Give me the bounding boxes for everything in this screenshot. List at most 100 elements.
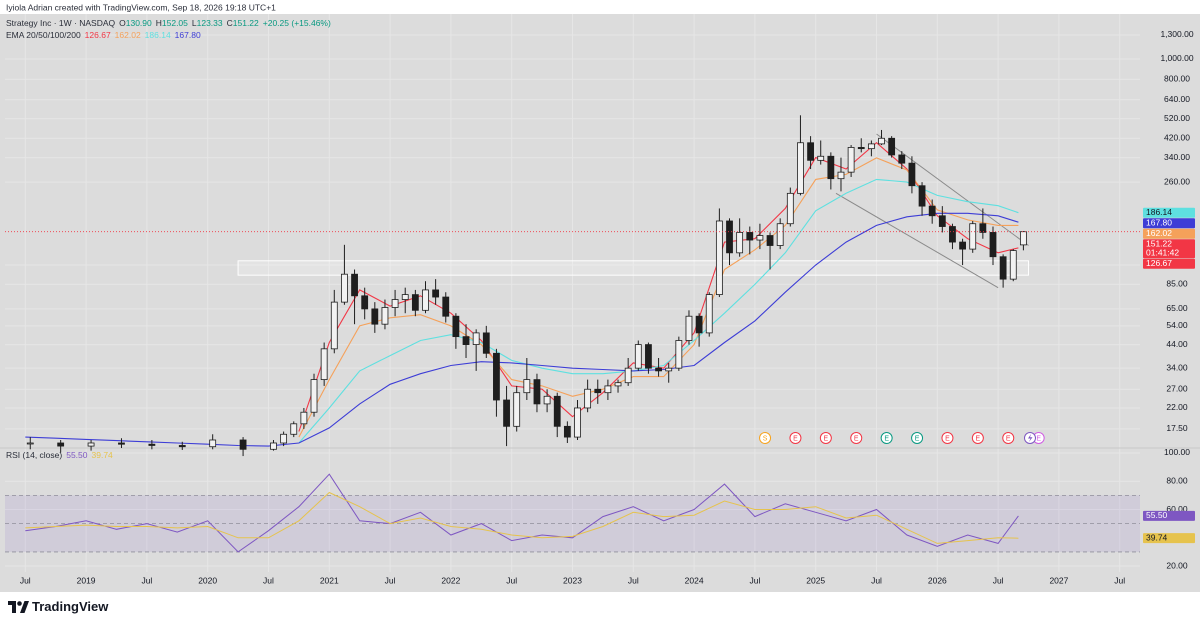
price-badge [1143,207,1195,218]
price-zone [237,260,1030,276]
candle-body [290,423,298,435]
candle-body [655,367,662,372]
price-badge-label: 162.02 [1146,228,1172,238]
x-tick-label: 2023 [563,575,582,585]
candle-body [330,301,338,350]
icon-bolt [1028,434,1033,442]
y-tick-label: 420.00 [1164,133,1190,143]
candle-body [898,154,906,164]
candle-body [563,425,571,438]
candle-body [503,399,510,427]
y-tick-label: 65.00 [1166,303,1188,313]
candle-body [969,223,977,250]
rsi-tick-label: 60.00 [1166,504,1188,514]
y-tick-label: 54.00 [1166,320,1188,330]
event-label: E [884,435,889,442]
candle-body [645,344,652,369]
symbol-legend: Strategy Inc · 1W · NASDAQ O130.90 H152.05… [6,18,331,28]
ohlc-key: C [227,18,233,28]
candle-body [300,411,308,425]
candle-body [401,294,409,300]
ohlc-value: 123.33 [197,18,223,28]
candle-body [594,388,602,394]
price-badge [1143,239,1195,259]
candle-body [57,442,65,447]
candle-body [989,232,997,258]
candle-body [118,442,125,445]
candle-body [361,295,369,310]
price-badge-label: 186.14 [1146,207,1172,217]
candle-body [726,220,733,254]
x-tick-label: Jul [1114,575,1125,585]
candle-body [665,367,673,372]
candle-body [148,443,156,446]
rsi-value: 55.50 [66,450,88,460]
candle-body [452,315,460,338]
price-badge [1143,218,1195,229]
event-marker [819,432,832,444]
candle-body [310,379,318,413]
event-marker [789,432,802,444]
candle-body [685,315,693,341]
event-label: S [763,435,768,442]
candle-body [411,294,419,311]
ohlc-key: L [192,18,197,28]
x-tick-label: 2020 [198,575,217,585]
event-marker [880,432,893,444]
candle-body [807,142,814,161]
event-label: E [915,435,920,442]
x-tick-label: Jul [993,575,1004,585]
candle-body [878,137,885,145]
rsi-tick-label: 100.00 [1164,447,1190,457]
candle-body [351,273,358,297]
ema-legend: EMA 20/50/100/200 126.67 162.02 186.14 167.8… [6,30,201,40]
ema-title: EMA 20/50/100/200 [6,30,81,40]
x-tick-label: 2025 [806,575,825,585]
candle-body [949,226,956,243]
candle-body [837,171,845,180]
candle-body [87,442,95,447]
event-marker [1002,432,1015,444]
candle-body [604,385,612,394]
candle-body [705,294,713,334]
candle-body [543,395,551,405]
event-label: E [1036,435,1041,442]
candle-body [786,192,794,225]
rsi-badge [1143,510,1195,521]
rsi-badge-label: 55.50 [1146,510,1168,520]
candle-body [766,235,774,246]
y-tick-label: 340.00 [1164,152,1190,162]
event-label: E [1006,435,1011,442]
candle-body [178,445,186,448]
candle-body [746,232,754,241]
candle-body [1009,250,1017,280]
price-badge [1143,228,1195,239]
candle-body [239,439,247,450]
y-tick-label: 1,000.00 [1160,53,1193,63]
event-label: E [945,435,950,442]
candle-body [584,388,592,409]
price-badge [1143,258,1195,269]
ema-value: 167.80 [175,30,201,40]
candle-body [472,332,480,345]
ohlc-key: H [156,18,162,28]
candle-body [1019,231,1027,246]
y-tick-label: 85.00 [1166,279,1188,289]
price-badge-label: 126.67 [1146,258,1172,268]
ohlc-value: 130.90 [126,18,152,28]
candle-body [979,223,987,233]
candle-body [482,332,490,354]
plot-layer: Jul 2019 Jul 2020 Jul 2021 Jul 2022 Jul 2023 Jul 20… [5,2,1195,585]
candle-body [553,395,561,427]
candle-body [513,392,521,427]
brand-logo: TradingView [8,599,109,614]
grid [0,14,1200,572]
event-marker [941,432,954,444]
change: +20.25 (+15.46%) [263,18,331,28]
candle-body [959,241,966,250]
candle-body [614,382,622,387]
y-tick-label: 22.00 [1166,402,1188,412]
candle-body [462,336,470,345]
candle-body [756,235,764,241]
